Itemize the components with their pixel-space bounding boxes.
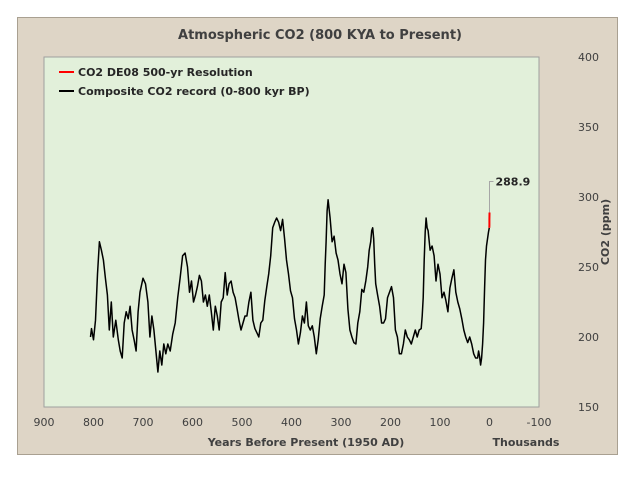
legend-label-de08: CO2 DE08 500-yr Resolution bbox=[78, 66, 253, 79]
y-tick-label: 250 bbox=[578, 261, 599, 274]
y-tick-label: 150 bbox=[578, 401, 599, 414]
legend-label-composite: Composite CO2 record (0-800 kyr BP) bbox=[78, 85, 310, 98]
x-axis-unit-note: Thousands bbox=[493, 436, 560, 449]
plot-area bbox=[43, 56, 540, 408]
x-tick-label: 400 bbox=[281, 416, 302, 429]
y-tick-label: 300 bbox=[578, 191, 599, 204]
x-tick-label: 500 bbox=[232, 416, 253, 429]
legend: CO2 DE08 500-yr Resolution Composite CO2… bbox=[59, 66, 310, 98]
y-axis-label: CO2 (ppm) bbox=[599, 199, 612, 265]
x-tick-label: -100 bbox=[527, 416, 552, 429]
chart-title: Atmospheric CO2 (800 KYA to Present) bbox=[178, 28, 462, 43]
series-line-composite bbox=[89, 199, 491, 373]
annotation-label: 288.9 bbox=[496, 176, 531, 189]
x-axis-label: Years Before Present (1950 AD) bbox=[207, 436, 405, 449]
y-tick-label: 350 bbox=[578, 121, 599, 134]
y-tick-label: 200 bbox=[578, 331, 599, 344]
x-tick-label: 600 bbox=[182, 416, 203, 429]
x-tick-label: 800 bbox=[83, 416, 104, 429]
annotation-leader-line bbox=[489, 181, 494, 213]
y-tick-label: 400 bbox=[578, 51, 599, 64]
x-tick-label: 700 bbox=[133, 416, 154, 429]
x-tick-label: 900 bbox=[34, 416, 55, 429]
x-tick-label: 200 bbox=[380, 416, 401, 429]
x-tick-label: 100 bbox=[430, 416, 451, 429]
x-tick-label: 0 bbox=[486, 416, 493, 429]
x-tick-label: 300 bbox=[331, 416, 352, 429]
